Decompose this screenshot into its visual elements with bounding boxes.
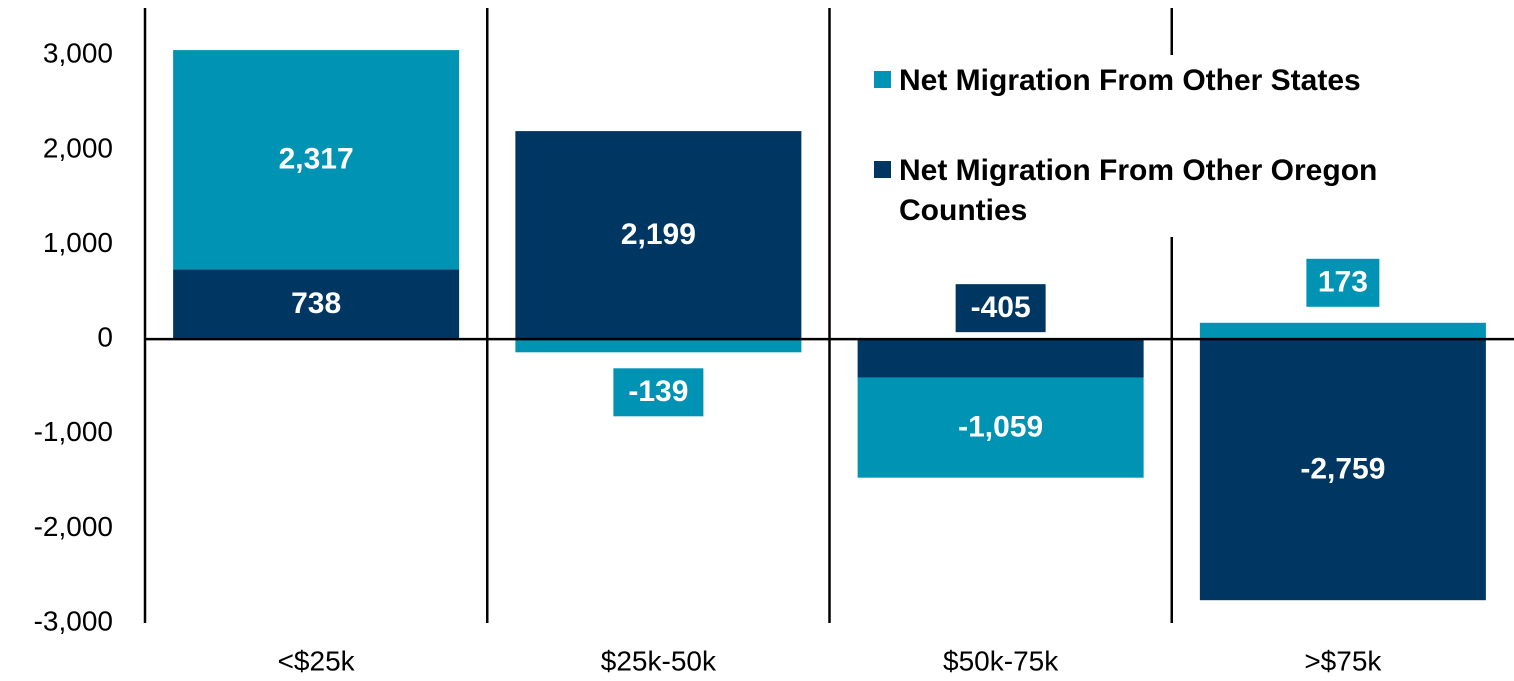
bar-segment [857, 377, 1144, 478]
x-tick-label: $50k-75k [943, 645, 1059, 676]
legend-label: Net Migration From Other States [899, 64, 1361, 97]
bar-segment [1199, 322, 1486, 340]
value-label-box [1306, 258, 1380, 307]
y-tick-label: -2,000 [34, 511, 113, 542]
value-label: 2,199 [621, 218, 696, 251]
bar-segment [857, 339, 1144, 378]
value-label-box [613, 368, 704, 417]
legend-swatch [874, 161, 891, 178]
value-label: -2,759 [1300, 453, 1385, 486]
y-tick-label: 1,000 [43, 227, 113, 258]
legend-label: Net Migration From Other Oregon Counties [899, 154, 1378, 227]
y-tick-label: 3,000 [43, 38, 113, 69]
value-label: 738 [291, 287, 341, 320]
y-tick-label: -3,000 [34, 605, 113, 636]
bar-segment [173, 269, 460, 340]
y-tick-label: 0 [97, 322, 113, 353]
y-tick-label: 2,000 [43, 132, 113, 163]
bar-segment [515, 131, 802, 340]
legend: Net Migration From Other States Net Migra… [868, 55, 1488, 237]
value-label: 2,317 [279, 143, 354, 176]
legend-swatch [874, 71, 891, 88]
y-tick-label: -1,000 [34, 416, 113, 447]
value-label: -405 [971, 291, 1031, 324]
x-tick-label: >$75k [1304, 645, 1382, 676]
x-tick-label: $25k-50k [601, 645, 717, 676]
bar-segment [173, 50, 460, 270]
value-label: 173 [1318, 266, 1368, 299]
legend-entry: Net Migration From Other Oregon Counties [868, 145, 1488, 237]
x-tick-label: <$25k [278, 645, 356, 676]
bar-segment [1199, 339, 1486, 601]
bar-segment [515, 339, 802, 353]
value-label: -139 [628, 375, 688, 408]
value-label-box [955, 284, 1046, 333]
value-label: -1,059 [958, 410, 1043, 443]
legend-entry: Net Migration From Other States [868, 55, 1488, 107]
